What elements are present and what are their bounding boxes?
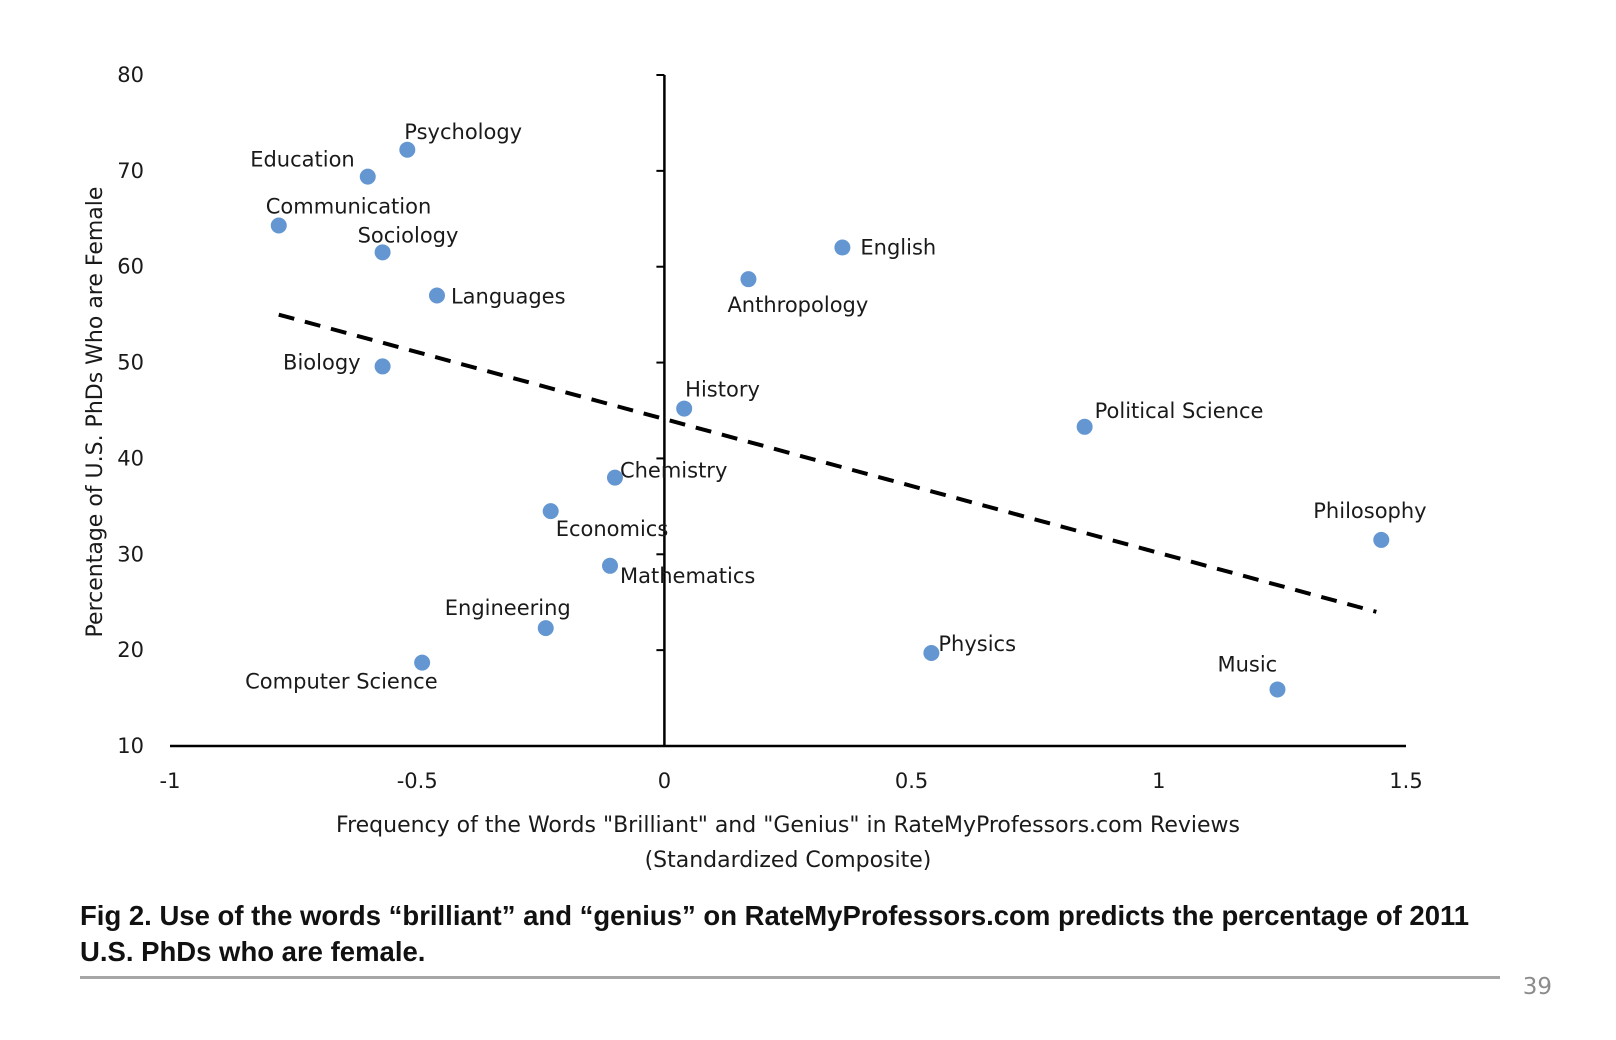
data-point	[414, 654, 431, 671]
data-point	[359, 168, 376, 185]
point-label: Communication	[266, 194, 432, 218]
point-label: Psychology	[404, 120, 522, 144]
x-tick-label: 0.5	[895, 769, 928, 793]
caption-divider	[80, 976, 1500, 979]
scatter-chart: 10 20 30 40 50 60 70 80 -1 -0.5 0 0.5 1 1.5 Psycholog…	[83, 63, 1427, 873]
x-tick-label: 1	[1152, 769, 1165, 793]
y-tick-label: 80	[117, 63, 144, 87]
data-point	[542, 503, 559, 520]
x-axis-title-line-1: Frequency of the Words "Brilliant" and "…	[336, 813, 1240, 838]
point-label: Languages	[451, 284, 566, 308]
page-number: 39	[1522, 974, 1552, 1000]
data-point	[537, 620, 554, 637]
point-label: Physics	[938, 632, 1016, 656]
y-tick-label: 60	[117, 255, 144, 279]
data-point	[606, 469, 623, 486]
point-label: Computer Science	[245, 670, 437, 694]
point-label: Engineering	[445, 596, 571, 620]
y-tick-label: 30	[117, 542, 144, 566]
data-point	[428, 287, 445, 304]
point-label: Education	[250, 148, 355, 172]
point-label: Chemistry	[620, 459, 727, 483]
point-label: Music	[1217, 652, 1277, 676]
x-tick-label: -0.5	[397, 769, 438, 793]
point-label: Biology	[283, 350, 361, 374]
point-label: English	[860, 236, 936, 260]
data-point	[834, 239, 851, 256]
point-label: Sociology	[358, 223, 459, 247]
figure-caption: Fig 2. Use of the words “brilliant” and …	[80, 900, 1470, 967]
y-axis-title: Percentage of U.S. PhDs Who are Female	[83, 187, 108, 638]
point-label: History	[685, 378, 760, 402]
point-label: Philosophy	[1313, 499, 1426, 523]
x-tick-label: 0	[658, 769, 671, 793]
trendline	[278, 312, 1377, 614]
data-point	[602, 557, 619, 574]
data-point	[1373, 531, 1390, 548]
y-tick-label: 20	[117, 638, 144, 662]
data-point	[374, 244, 391, 261]
data-point	[740, 271, 757, 288]
data-point	[1269, 681, 1286, 698]
data-point	[676, 400, 693, 417]
point-label: Anthropology	[727, 293, 868, 317]
point-label: Economics	[556, 517, 669, 541]
y-tick-label: 50	[117, 351, 144, 375]
data-point	[923, 645, 940, 662]
point-label: Political Science	[1095, 399, 1264, 423]
data-point	[374, 358, 391, 375]
trendline-group	[278, 312, 1377, 614]
y-tick-label: 70	[117, 159, 144, 183]
y-tick-label: 40	[117, 446, 144, 470]
data-point	[1076, 418, 1093, 435]
data-points	[270, 141, 1390, 698]
x-tick-label: 1.5	[1389, 769, 1422, 793]
data-point	[399, 141, 416, 158]
point-labels: Psychology Education Communication Sociolog…	[245, 120, 1426, 694]
axes: 10 20 30 40 50 60 70 80 -1 -0.5 0 0.5 1 1.5	[117, 63, 1422, 793]
y-tick-label: 10	[117, 734, 144, 758]
point-label: Mathematics	[620, 564, 755, 588]
data-point	[270, 217, 287, 234]
x-axis-title-line-2: (Standardized Composite)	[645, 848, 932, 873]
x-tick-label: -1	[160, 769, 181, 793]
